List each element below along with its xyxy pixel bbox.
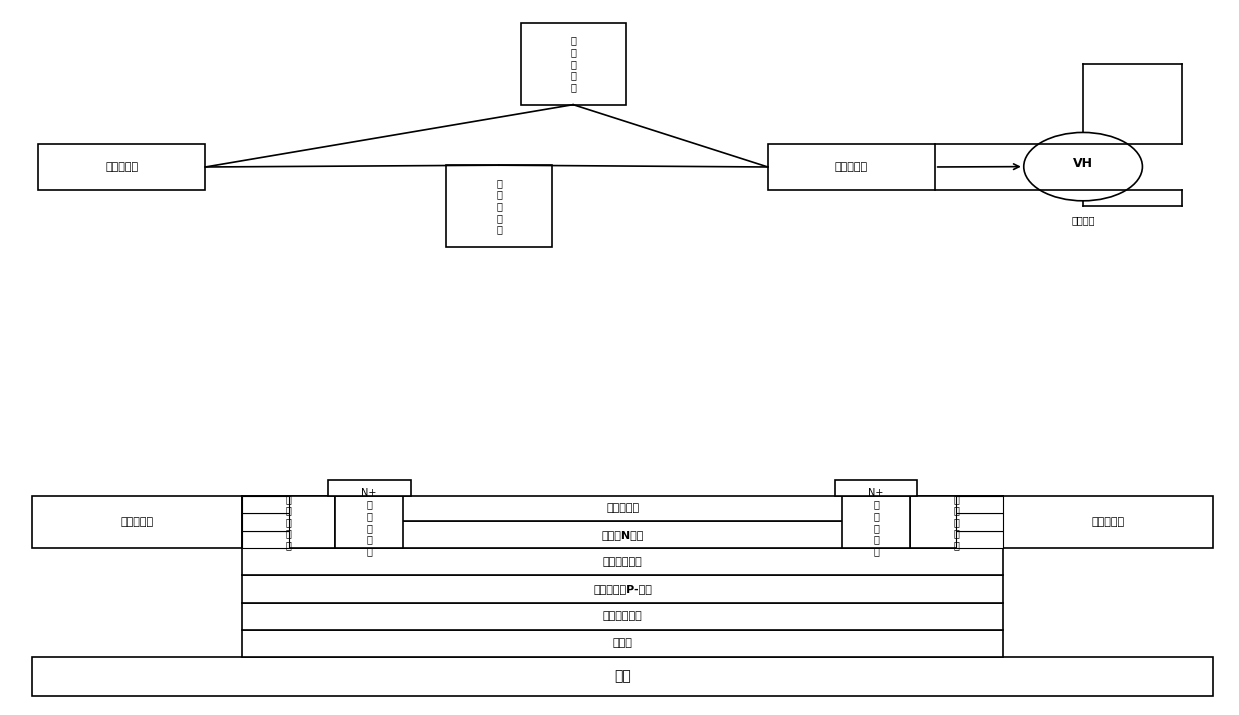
Text: 欧姆接触层: 欧姆接触层 bbox=[105, 162, 139, 172]
Text: 超晶格本征层: 超晶格本征层 bbox=[602, 557, 643, 567]
Text: 介电保护层: 介电保护层 bbox=[606, 503, 639, 513]
Bar bbox=[328, 480, 410, 495]
Text: 沟
道
绝
缘
层: 沟 道 绝 缘 层 bbox=[954, 494, 959, 551]
Bar bbox=[243, 531, 289, 548]
Bar bbox=[38, 144, 206, 190]
Bar bbox=[957, 513, 1002, 531]
Text: N+
欧
姆
接
触
层: N+ 欧 姆 接 触 层 bbox=[869, 488, 883, 556]
Text: 超晶格本征层: 超晶格本征层 bbox=[602, 611, 643, 621]
Bar bbox=[243, 495, 289, 513]
Bar bbox=[1002, 495, 1213, 548]
Bar bbox=[520, 23, 626, 104]
Bar bbox=[843, 495, 909, 548]
Text: 欧
姆
接
触
层: 欧 姆 接 触 层 bbox=[496, 178, 502, 235]
Bar bbox=[957, 495, 1002, 513]
Text: 介电保护层: 介电保护层 bbox=[1092, 517, 1124, 527]
Bar bbox=[243, 495, 403, 548]
Bar bbox=[32, 656, 1213, 696]
Bar bbox=[243, 630, 1002, 656]
Text: VH: VH bbox=[1073, 157, 1093, 169]
Bar bbox=[243, 513, 289, 531]
Circle shape bbox=[1023, 132, 1142, 201]
Text: 衬底: 衬底 bbox=[615, 669, 631, 684]
Bar bbox=[446, 165, 551, 247]
Bar bbox=[243, 576, 1002, 603]
Text: 超晶格N型层: 超晶格N型层 bbox=[601, 530, 644, 540]
Bar bbox=[336, 495, 403, 548]
Bar bbox=[909, 495, 1002, 548]
Bar bbox=[957, 531, 1002, 548]
Bar bbox=[243, 495, 1002, 521]
Text: 超晶格低阻P-型层: 超晶格低阻P-型层 bbox=[593, 584, 652, 594]
Bar bbox=[243, 603, 1002, 630]
Text: 沟
道
绝
缘
层: 沟 道 绝 缘 层 bbox=[286, 494, 291, 551]
Bar bbox=[243, 521, 1002, 548]
Text: 介电保护层: 介电保护层 bbox=[121, 517, 154, 527]
Bar bbox=[835, 480, 917, 495]
Text: 欧
姆
接
触
层: 欧 姆 接 触 层 bbox=[570, 36, 576, 92]
Text: 霍尔电压: 霍尔电压 bbox=[1072, 215, 1095, 225]
Bar bbox=[243, 548, 1002, 576]
Text: 欧姆接触层: 欧姆接触层 bbox=[835, 162, 867, 172]
Bar bbox=[243, 495, 336, 548]
Bar bbox=[768, 144, 934, 190]
Bar bbox=[32, 495, 243, 548]
Text: N+
欧
姆
接
触
层: N+ 欧 姆 接 触 层 bbox=[362, 488, 377, 556]
Text: 过渡层: 过渡层 bbox=[612, 638, 633, 648]
